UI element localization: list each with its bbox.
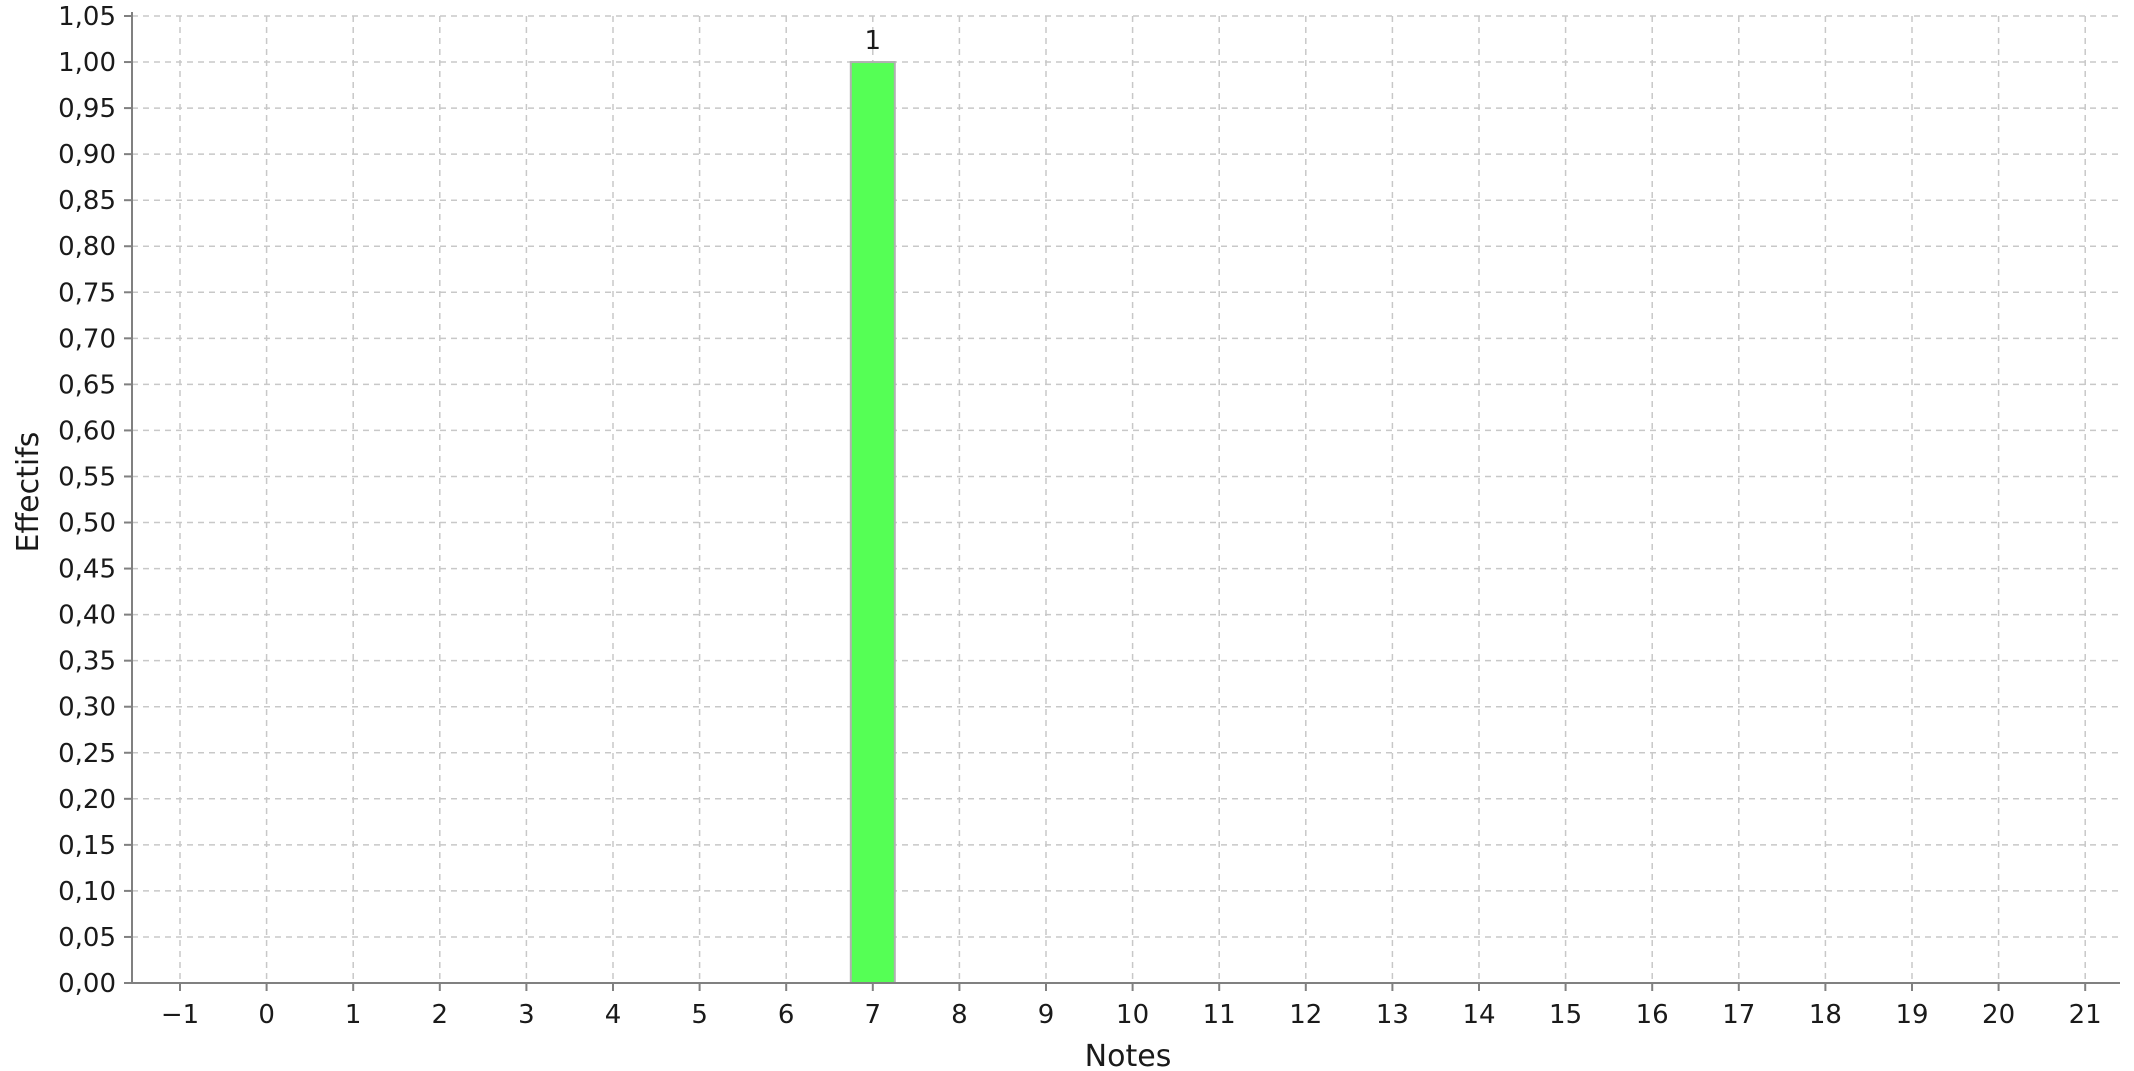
y-tick-label: 0,50 [58,509,116,539]
y-tick-label: 0,45 [58,555,116,585]
x-tick-label: 1 [345,1000,362,1030]
y-tick-label: 0,90 [58,140,116,170]
x-tick-label: 14 [1462,1000,1495,1030]
x-tick-label: 11 [1203,1000,1236,1030]
y-tick-label: 0,35 [58,647,116,677]
y-tick-label: 0,65 [58,370,116,400]
y-tick-label: 0,75 [58,278,116,308]
x-tick-label: 2 [432,1000,449,1030]
y-tick-label: 0,25 [58,739,116,769]
y-tick-label: 0,00 [58,969,116,999]
x-tick-label: 8 [951,1000,968,1030]
x-axis-title: Notes [1085,1039,1172,1071]
x-tick-label: 0 [258,1000,275,1030]
x-tick-label: −1 [161,1000,199,1030]
y-tick-label: 0,05 [58,923,116,953]
x-tick-label: 16 [1636,1000,1669,1030]
data-labels: 1 [865,26,882,56]
x-tick-label: 4 [605,1000,622,1030]
x-tick-label: 17 [1722,1000,1755,1030]
data-label: 1 [865,26,882,56]
x-tick-label: 3 [518,1000,535,1030]
x-tick-label: 12 [1289,1000,1322,1030]
y-tick-label: 0,80 [58,232,116,262]
x-tick-labels: −1 0 1 2 3 4 5 6 7 8 9 10 11 12 13 14 15 16 17 18 19 20 21 [161,1000,2102,1030]
y-tick-label: 0,40 [58,601,116,631]
x-tick-label: 19 [1895,1000,1928,1030]
x-tick-label: 18 [1809,1000,1842,1030]
y-tick-label: 1,00 [58,48,116,78]
x-tick-label: 20 [1982,1000,2015,1030]
axes [124,12,2120,991]
y-tick-labels: 0,00 0,05 0,10 0,15 0,20 0,25 0,30 0,35 0,40 0,45… [58,2,116,999]
y-tick-label: 0,70 [58,324,116,354]
x-tick-label: 13 [1376,1000,1409,1030]
x-tick-label: 21 [2069,1000,2102,1030]
y-tick-label: 0,55 [58,462,116,492]
x-tick-label: 10 [1116,1000,1149,1030]
y-tick-label: 0,20 [58,785,116,815]
x-tick-label: 7 [865,1000,882,1030]
y-tick-label: 0,15 [58,831,116,861]
grid [132,15,2120,984]
bar-7 [849,61,896,985]
y-tick-label: 0,60 [58,416,116,446]
y-tick-label: 0,30 [58,693,116,723]
x-tick-label: 6 [778,1000,795,1030]
y-axis-title: Effectifs [11,432,46,553]
x-tick-label: 9 [1038,1000,1055,1030]
y-tick-label: 1,05 [58,2,116,32]
y-tick-label: 0,10 [58,877,116,907]
x-tick-label: 5 [691,1000,708,1030]
y-tick-label: 0,95 [58,94,116,124]
x-tick-label: 15 [1549,1000,1582,1030]
y-tick-label: 0,85 [58,186,116,216]
